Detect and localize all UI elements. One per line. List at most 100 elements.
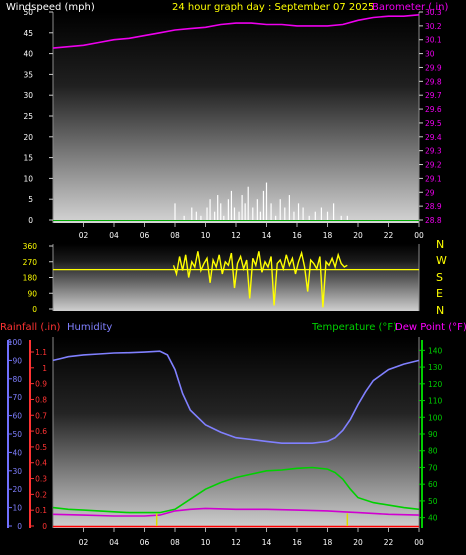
- compass-labels: N W S E N: [436, 238, 447, 317]
- humidity-line: [52, 350, 420, 444]
- wind-baro-x-tick-label: 12: [231, 231, 241, 240]
- humidity-tick-label: 90: [12, 356, 22, 365]
- humidity-tick-label: 0: [17, 522, 22, 531]
- temperature-tick-label: 130: [428, 363, 443, 372]
- baro-tick-label: 28.8: [425, 216, 442, 225]
- temp-hum-x-tick-label: 08: [170, 538, 180, 547]
- temp-hum-x-tick-label: 02: [79, 538, 89, 547]
- baro-tick-label: 29.8: [425, 77, 442, 86]
- baro-axis: 28.8 28.9 29 29.1 29.2 29.3 29.4 29.5 29.6 29.7 29…: [419, 8, 442, 225]
- baro-tick-label: 29: [425, 188, 435, 197]
- baro-tick-label: 30.1: [425, 36, 442, 45]
- baro-tick-label: 29.2: [425, 161, 442, 170]
- baro-tick-label: 29.4: [425, 133, 442, 142]
- wind-baro-x-tick-label: 02: [79, 231, 89, 240]
- rainfall-tick-label: 0.6: [35, 427, 47, 436]
- wind-baro-plot-area: [53, 12, 419, 223]
- baro-tick-label: 29.6: [425, 105, 442, 114]
- rainfall-tick-label: 0.1: [35, 506, 47, 515]
- direction-tick-label: 270: [23, 258, 38, 267]
- temp-hum-x-tick-label: 06: [140, 538, 150, 547]
- wind-tick-label: 35: [23, 70, 33, 79]
- compass-label-w: W: [436, 254, 447, 267]
- baro-tick-label: 29.7: [425, 91, 442, 100]
- temperature-tick-label: 110: [428, 397, 443, 406]
- humidity-axis-title: Humidity: [67, 322, 112, 333]
- temperature-tick-label: 50: [428, 497, 438, 506]
- temp-hum-x-tick-label: 14: [262, 538, 272, 547]
- humidity-tick-label: 20: [12, 485, 22, 494]
- rainfall-tick-label: 0.8: [35, 395, 47, 404]
- rainfall-tick-label: 0: [42, 522, 47, 531]
- temperature-tick-label: 80: [428, 447, 438, 456]
- humidity-tick-label: 70: [12, 393, 22, 402]
- baro-tick-label: 30.3: [425, 8, 442, 17]
- temp-hum-x-tick-label: 20: [353, 538, 363, 547]
- wind-baro-x-tick-label: 14: [262, 231, 272, 240]
- temp-hum-x-tick-label: 22: [384, 538, 394, 547]
- graph-title: 24 hour graph day : September 07 2025: [172, 2, 374, 13]
- temperature-axis-title: Temperature (°F): [311, 322, 397, 333]
- humidity-tick-label: 10: [12, 504, 22, 513]
- humidity-tick-label: 30: [12, 467, 22, 476]
- temperature-tick-label: 40: [428, 514, 438, 523]
- wind-tick-label: 50: [23, 8, 33, 17]
- dewpoint-axis-title: Dew Point (°F): [395, 322, 466, 333]
- compass-label-s: S: [436, 271, 443, 284]
- humidity-axis: 0 10 20 30 40 50 60 70 80 90 100: [8, 338, 23, 531]
- temperature-axis: 40 50 60 70 80 90 100 110 120 130 140: [419, 346, 443, 523]
- rainfall-tick-label: 0.3: [35, 475, 47, 484]
- wind-direction-axis: 0 90 180 270 360: [23, 242, 53, 314]
- temp-hum-panel: 0 0.1 0.2 0.3 0.4 0.5 0.6 0.7 0.8 0.9 1 1.1 0 10 20 30…: [7, 337, 443, 547]
- temp-hum-x-tick-label: 04: [109, 538, 119, 547]
- windspeed-axis-title: Windspeed (mph): [6, 2, 95, 13]
- wind-direction-line: [172, 250, 348, 308]
- wind-bars: [174, 182, 348, 220]
- rainfall-tick-label: 0.2: [35, 490, 47, 499]
- direction-tick-label: 360: [23, 242, 38, 251]
- temperature-tick-label: 140: [428, 346, 443, 355]
- humidity-tick-label: 80: [12, 375, 22, 384]
- wind-baro-x-tick-label: 04: [109, 231, 119, 240]
- wind-tick-label: 5: [28, 195, 33, 204]
- barometer-axis-title: Barometer (.in): [372, 2, 448, 13]
- temp-hum-x-tick-label: 10: [201, 538, 211, 547]
- temperature-tick-label: 60: [428, 480, 438, 489]
- baro-tick-label: 30: [425, 50, 435, 59]
- rainfall-tick-label: 0.4: [35, 459, 47, 468]
- wind-tick-label: 45: [23, 29, 33, 38]
- temp-hum-x-tick-label: 16: [292, 538, 302, 547]
- temp-hum-plot-area: [53, 337, 419, 528]
- baro-tick-label: 29.5: [425, 119, 442, 128]
- wind-tick-label: 10: [23, 174, 33, 183]
- wind-baro-x-tick-label: 10: [201, 231, 211, 240]
- humidity-tick-label: 40: [12, 448, 22, 457]
- direction-tick-label: 90: [27, 289, 37, 298]
- rainfall-tick-label: 0.7: [35, 411, 47, 420]
- temperature-line: [52, 466, 420, 514]
- temp-hum-x-tick-label: 18: [323, 538, 333, 547]
- temp-hum-x-tick-label: 12: [231, 538, 241, 547]
- temperature-tick-label: 100: [428, 413, 443, 422]
- temp-hum-x-tick-label: 00: [414, 538, 424, 547]
- direction-tick-label: 0: [32, 305, 37, 314]
- wind-axis: 0 5 10 15 20 25 30 35 40 45 50: [23, 8, 53, 225]
- dewpoint-line: [52, 507, 420, 517]
- baro-tick-label: 28.9: [425, 202, 442, 211]
- barometer-line: [52, 14, 420, 49]
- rainfall-marks: [155, 513, 349, 526]
- humidity-tick-label: 60: [12, 412, 22, 421]
- wind-tick-label: 20: [23, 133, 33, 142]
- wind-tick-label: 15: [23, 154, 33, 163]
- rainfall-tick-label: 0.5: [35, 443, 47, 452]
- compass-label-n-top: N: [436, 238, 444, 251]
- wind-tick-label: 0: [28, 216, 33, 225]
- temperature-tick-label: 90: [428, 430, 438, 439]
- wind-tick-label: 30: [23, 91, 33, 100]
- wind-direction-panel: 0 90 180 270 360: [23, 242, 420, 314]
- compass-label-n-bottom: N: [436, 304, 444, 317]
- wind-baro-x-tick-label: 20: [353, 231, 363, 240]
- wind-baro-x-tick-label: 18: [323, 231, 333, 240]
